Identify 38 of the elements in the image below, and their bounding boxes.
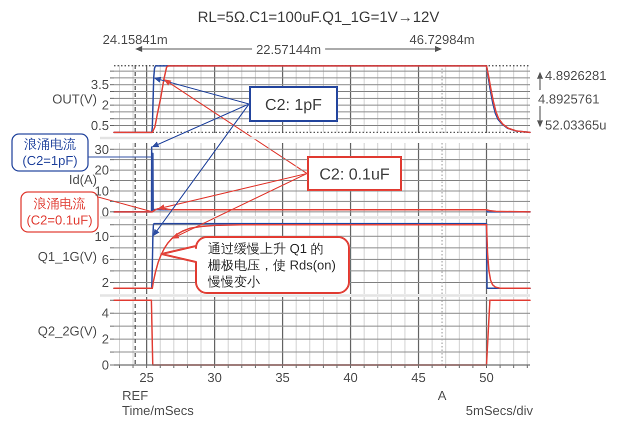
ref-line-label: 46.72984m — [410, 32, 475, 47]
y-tick-label: 10 — [94, 183, 109, 198]
text: 5mSecs/div — [466, 403, 534, 418]
y-tick-label: 20 — [94, 162, 109, 178]
x-tick-label: 30 — [207, 370, 222, 385]
y-axis-title: OUT(V) — [52, 92, 97, 106]
series-label: C2: 0.1uF — [319, 166, 390, 184]
y-tick-label: 2 — [102, 332, 109, 347]
text: 4.8925761 — [538, 92, 600, 107]
chart-title: RL=5Ω.C1=100uF.Q1_1G=1V→12V — [198, 9, 440, 26]
ref-line-label: 24.15841m — [102, 32, 168, 47]
y-tick-label: 2 — [102, 98, 109, 113]
annotation: 通过缓慢上升 Q1 的栅极电压，使 Rds(on) 慢慢变小 — [207, 240, 336, 289]
ref-line-label: A — [438, 388, 447, 403]
ref-line-label: 4.8926281 — [545, 68, 606, 83]
y-tick-label: 0 — [102, 358, 109, 372]
y-tick-label: 2 — [102, 274, 109, 290]
series-label: C2: 1pF — [265, 97, 322, 114]
ref-line-label: 52.03365u — [545, 117, 606, 132]
x-tick-label: 40 — [343, 370, 358, 385]
text: 22.57144m — [256, 42, 322, 57]
y-tick-label: 3.5 — [90, 77, 109, 92]
x-tick-label: 25 — [139, 370, 154, 385]
x-tick-label: 35 — [275, 370, 290, 385]
y-tick-label: 4 — [102, 306, 109, 321]
x-axis-title: Time/mSecs — [122, 403, 194, 418]
y-axis-title: Q1_1G(V) — [38, 249, 97, 264]
y-tick-label: 0.5 — [90, 118, 109, 134]
y-tick-label: 10 — [94, 228, 109, 244]
text: 浪涌电流(C2=1pF) — [22, 136, 78, 168]
x-tick-label: 45 — [411, 370, 426, 385]
y-axis-title: Q2_2G(V) — [38, 324, 97, 338]
x-tick-label: 50 — [479, 370, 494, 385]
y-tick-label: 30 — [94, 142, 109, 157]
y-tick-label: 0 — [102, 204, 109, 220]
y-tick-label: 6 — [102, 252, 109, 267]
annotation: 浪涌电流(C2=0.1uF) — [26, 196, 93, 228]
ref-line-label: REF — [122, 388, 148, 403]
